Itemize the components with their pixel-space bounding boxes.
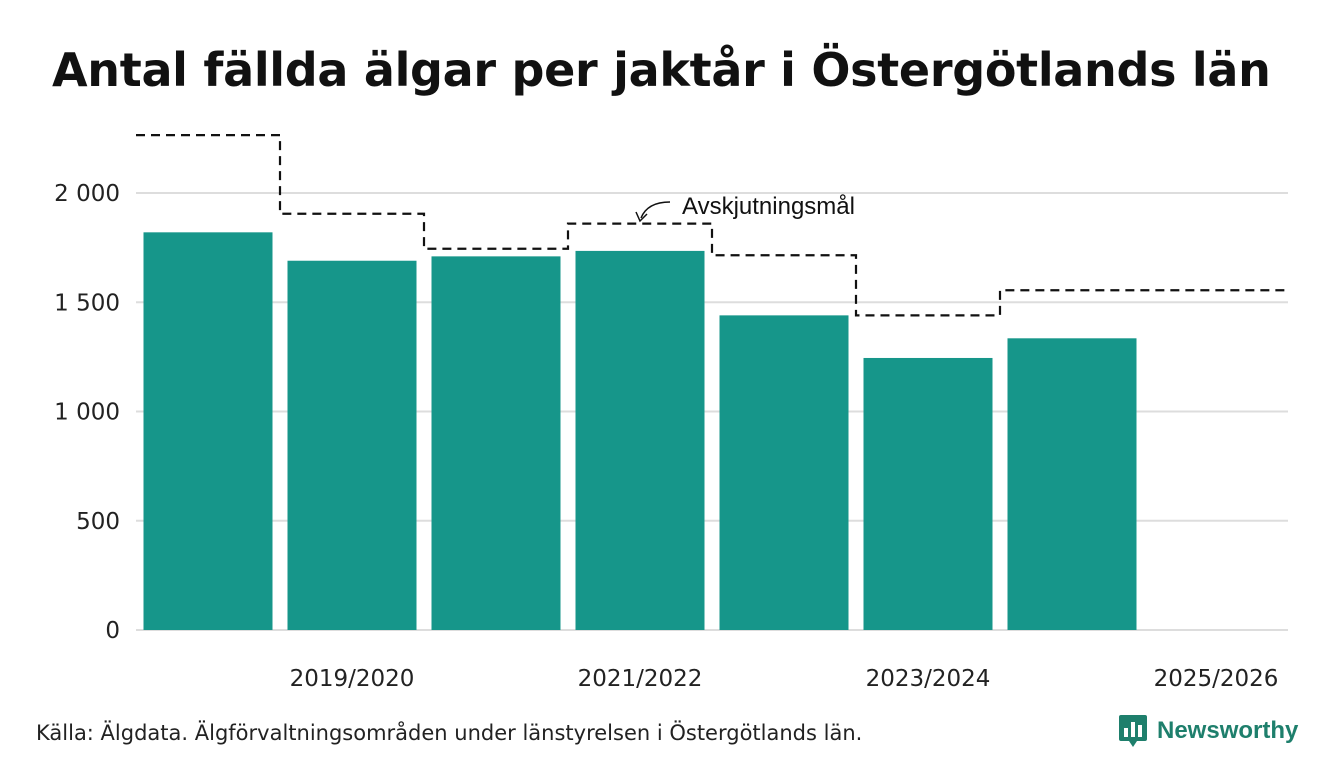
bar-2019-2020 [287, 260, 417, 630]
annotation-label: Avskjutningsmål [682, 193, 855, 220]
x-tick-label: 2025/2026 [1154, 666, 1279, 692]
brand-name: Newsworthy [1157, 717, 1299, 744]
y-tick-label: 2 000 [54, 181, 120, 207]
chart-title: Antal fällda älgar per jaktår i Östergöt… [52, 43, 1271, 97]
bar-2023-2024 [863, 357, 993, 630]
x-tick-label: 2021/2022 [578, 666, 703, 692]
y-tick-label: 0 [105, 618, 120, 644]
target-line [136, 133, 1288, 317]
y-tick-label: 1 500 [54, 290, 120, 316]
bar-2022-2023 [719, 315, 849, 630]
y-tick-label: 1 000 [54, 400, 120, 426]
bar-2024-2025 [1007, 338, 1137, 630]
bar-2020-2021 [431, 256, 561, 630]
target-line-annotation: Avskjutningsmål [635, 193, 855, 223]
annotation-arrow-icon [640, 201, 671, 219]
source-note: Källa: Älgdata. Älgförvaltningsområden u… [36, 721, 863, 745]
brand-logo: Newsworthy [1118, 713, 1298, 749]
annotation-arrowhead-icon [635, 211, 648, 223]
bar-chart-speech-bubble-icon [1119, 715, 1147, 747]
y-tick-label: 500 [76, 509, 120, 535]
y-axis-tick-labels: 0 500 1 000 1 500 2 000 [54, 181, 120, 644]
x-axis-tick-labels: 2019/2020 2021/2022 2023/2024 2025/2026 [290, 666, 1279, 692]
bars [143, 232, 1137, 630]
bar-2018-2019 [143, 232, 273, 630]
x-tick-label: 2019/2020 [290, 666, 415, 692]
target-line-group [136, 133, 1288, 317]
bar-2021-2022 [575, 250, 705, 630]
x-tick-label: 2023/2024 [866, 666, 991, 692]
